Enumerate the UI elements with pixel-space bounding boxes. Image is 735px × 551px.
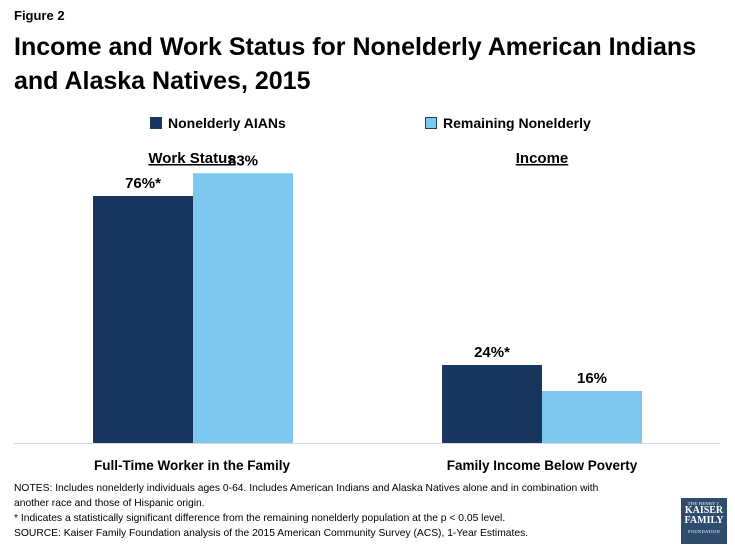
data-label: 76%* [125, 175, 161, 192]
legend-item-remaining: Remaining Nonelderly [425, 115, 591, 131]
notes-line-4: SOURCE: Kaiser Family Foundation analysi… [14, 528, 529, 539]
notes-line-3: * Indicates a statistically significant … [14, 513, 506, 524]
logo-line-1: KAISER [684, 505, 724, 516]
legend-label-remaining: Remaining Nonelderly [443, 115, 591, 131]
chart-title: Income and Work Status for Nonelderly Am… [14, 30, 714, 98]
bar [442, 365, 542, 443]
legend: Nonelderly AIANs Remaining Nonelderly [0, 115, 735, 135]
group-heading: Income [516, 150, 569, 167]
data-label: 24%* [474, 344, 510, 361]
notes-line-2: another race and those of Hispanic origi… [14, 498, 205, 509]
group-heading: Work Status [148, 150, 235, 167]
bar [193, 173, 293, 443]
notes-line-1: NOTES: Includes nonelderly individuals a… [14, 483, 599, 494]
legend-label-aian: Nonelderly AIANs [168, 115, 286, 131]
logo-line-2: FAMILY [684, 515, 724, 526]
legend-swatch-remaining [425, 117, 437, 129]
data-label: 16% [577, 370, 607, 387]
category-label: Full-Time Worker in the Family [94, 458, 291, 473]
logo-small-top: THE HENRY J. [687, 501, 721, 506]
bar [542, 391, 642, 443]
kff-logo: THE HENRY J. KAISER FAMILY FOUNDATION [681, 498, 727, 544]
legend-swatch-aian [150, 117, 162, 129]
logo-small-bottom: FOUNDATION [688, 529, 720, 534]
notes: NOTES: Includes nonelderly individuals a… [14, 481, 654, 541]
bar [93, 196, 193, 443]
title-line-1: Income and Work Status for Nonelderly Am… [14, 33, 697, 61]
title-line-2: and Alaska Natives, 2015 [14, 67, 311, 95]
legend-item-aian: Nonelderly AIANs [150, 115, 286, 131]
category-label: Family Income Below Poverty [447, 458, 638, 473]
data-label: 83% [228, 152, 258, 169]
figure-label: Figure 2 [14, 8, 65, 23]
bar-chart: Work Status 76%* 83% Full-Time Worker in th… [14, 150, 720, 473]
